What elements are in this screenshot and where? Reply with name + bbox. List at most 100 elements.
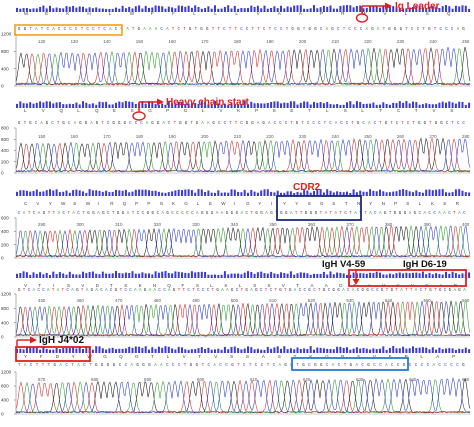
quality-bar — [385, 192, 388, 196]
base-call: T — [269, 28, 272, 32]
quality-bar — [382, 102, 385, 108]
base-call: G — [333, 289, 336, 293]
base-call: C — [236, 289, 239, 293]
igh-d6-19-label: IgH D6-19 — [403, 259, 447, 270]
base-call: G — [190, 364, 193, 368]
base-call: A — [149, 28, 152, 32]
base-call: A — [226, 289, 229, 293]
base-call: C — [433, 212, 436, 216]
quality-bar — [42, 346, 45, 353]
quality-bar — [181, 190, 183, 196]
base-call: T — [389, 212, 392, 216]
quality-bar — [148, 273, 150, 278]
quality-bar — [342, 192, 345, 196]
quality-bar — [405, 272, 408, 278]
quality-bar — [375, 104, 378, 108]
quality-bar — [260, 271, 263, 278]
base-call: C — [92, 28, 95, 32]
base-call: C — [463, 212, 466, 216]
base-call: C — [344, 212, 347, 216]
quality-bar — [306, 8, 309, 12]
quality-bar — [144, 5, 147, 12]
quality-bar — [52, 190, 55, 196]
quality-bar — [402, 102, 405, 108]
base-call: A — [33, 289, 36, 293]
base-call: A — [162, 122, 165, 126]
quality-bar — [177, 346, 180, 353]
quality-bar — [408, 348, 411, 353]
quality-bar — [369, 272, 372, 278]
base-call: C — [376, 289, 379, 293]
quality-bar — [95, 190, 98, 196]
quality-bar — [214, 5, 216, 12]
quality-bar — [101, 8, 104, 12]
quality-bar — [322, 103, 325, 108]
base-call: G — [315, 212, 318, 216]
base-call: G — [308, 289, 311, 293]
quality-bar — [425, 8, 428, 12]
quality-bar — [418, 273, 421, 278]
quality-bar — [412, 272, 414, 278]
base-call: T — [190, 122, 193, 126]
quality-bar — [105, 273, 108, 278]
quality-bar — [237, 191, 240, 196]
quality-bar — [408, 191, 411, 196]
position-label: 250 — [462, 39, 470, 44]
amino-acid: W — [221, 201, 226, 206]
quality-bar — [227, 349, 230, 353]
base-call: G — [231, 289, 234, 293]
position-label: 180 — [136, 134, 144, 139]
base-call: A — [139, 289, 142, 293]
quality-bar — [359, 102, 362, 108]
quality-bar — [458, 189, 461, 196]
amino-acid: V — [219, 108, 223, 113]
cdr2-label: CDR2 — [293, 182, 321, 193]
base-call: T — [29, 28, 32, 32]
base-call: T — [364, 212, 367, 216]
quality-bar — [200, 101, 203, 108]
base-call: A — [221, 212, 224, 216]
quality-bar — [157, 5, 160, 12]
base-call: G — [147, 212, 150, 216]
amino-acid: Y — [24, 354, 27, 359]
base-call: G — [226, 212, 229, 216]
quality-bar — [256, 103, 259, 108]
quality-bar — [392, 274, 395, 278]
quality-bar — [316, 273, 319, 278]
trace-G — [15, 377, 471, 414]
quality-bar — [45, 273, 48, 278]
quality-bar — [336, 272, 339, 278]
base-call: C — [362, 122, 365, 126]
base-call: T — [425, 289, 428, 293]
quality-bar — [253, 103, 256, 108]
base-call: C — [273, 364, 276, 368]
position-label: 600 — [197, 377, 205, 382]
amino-acid: K — [66, 11, 70, 16]
trace-C — [15, 225, 471, 258]
position-label: 180 — [234, 39, 242, 44]
quality-bar — [111, 273, 114, 278]
igh-j4-box — [15, 346, 91, 362]
base-call: G — [435, 122, 438, 126]
quality-bar — [58, 349, 61, 353]
quality-bar — [253, 191, 256, 196]
quality-bar — [451, 8, 454, 12]
quality-bar — [16, 103, 18, 108]
quality-bar — [223, 103, 226, 108]
y-tick-label: 200 — [1, 242, 9, 247]
quality-bar — [197, 348, 200, 353]
amino-acid: C — [24, 201, 28, 206]
quality-bar — [322, 271, 325, 278]
quality-bar — [177, 271, 180, 278]
quality-bar — [32, 8, 35, 12]
quality-bar — [385, 7, 388, 12]
quality-bar — [68, 192, 71, 196]
quality-bar — [88, 272, 91, 278]
base-call: G — [388, 28, 391, 32]
base-call: T — [383, 28, 386, 32]
quality-bar — [276, 190, 279, 196]
quality-bar — [22, 271, 25, 278]
quality-bar — [306, 273, 309, 278]
base-call: G — [151, 122, 154, 126]
base-call: T — [252, 28, 255, 32]
